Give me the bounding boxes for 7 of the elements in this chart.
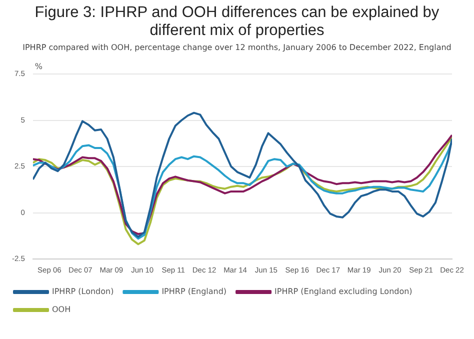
chart-subtitle: IPHRP compared with OOH, percentage change over 12 months, January 2006 to December 2022, England xyxy=(22,43,452,52)
y-axis-title: % xyxy=(34,62,43,72)
legend-label: IPHRP (England) xyxy=(162,287,227,296)
legend-label: IPHRP (London) xyxy=(52,287,114,296)
legend-label: IPHRP (England excluding London) xyxy=(274,287,412,296)
legend-label: OOH xyxy=(52,305,71,314)
chart-title: Figure 3: IPHRP and OOH differences can be explained by different mix of properties xyxy=(34,4,440,40)
